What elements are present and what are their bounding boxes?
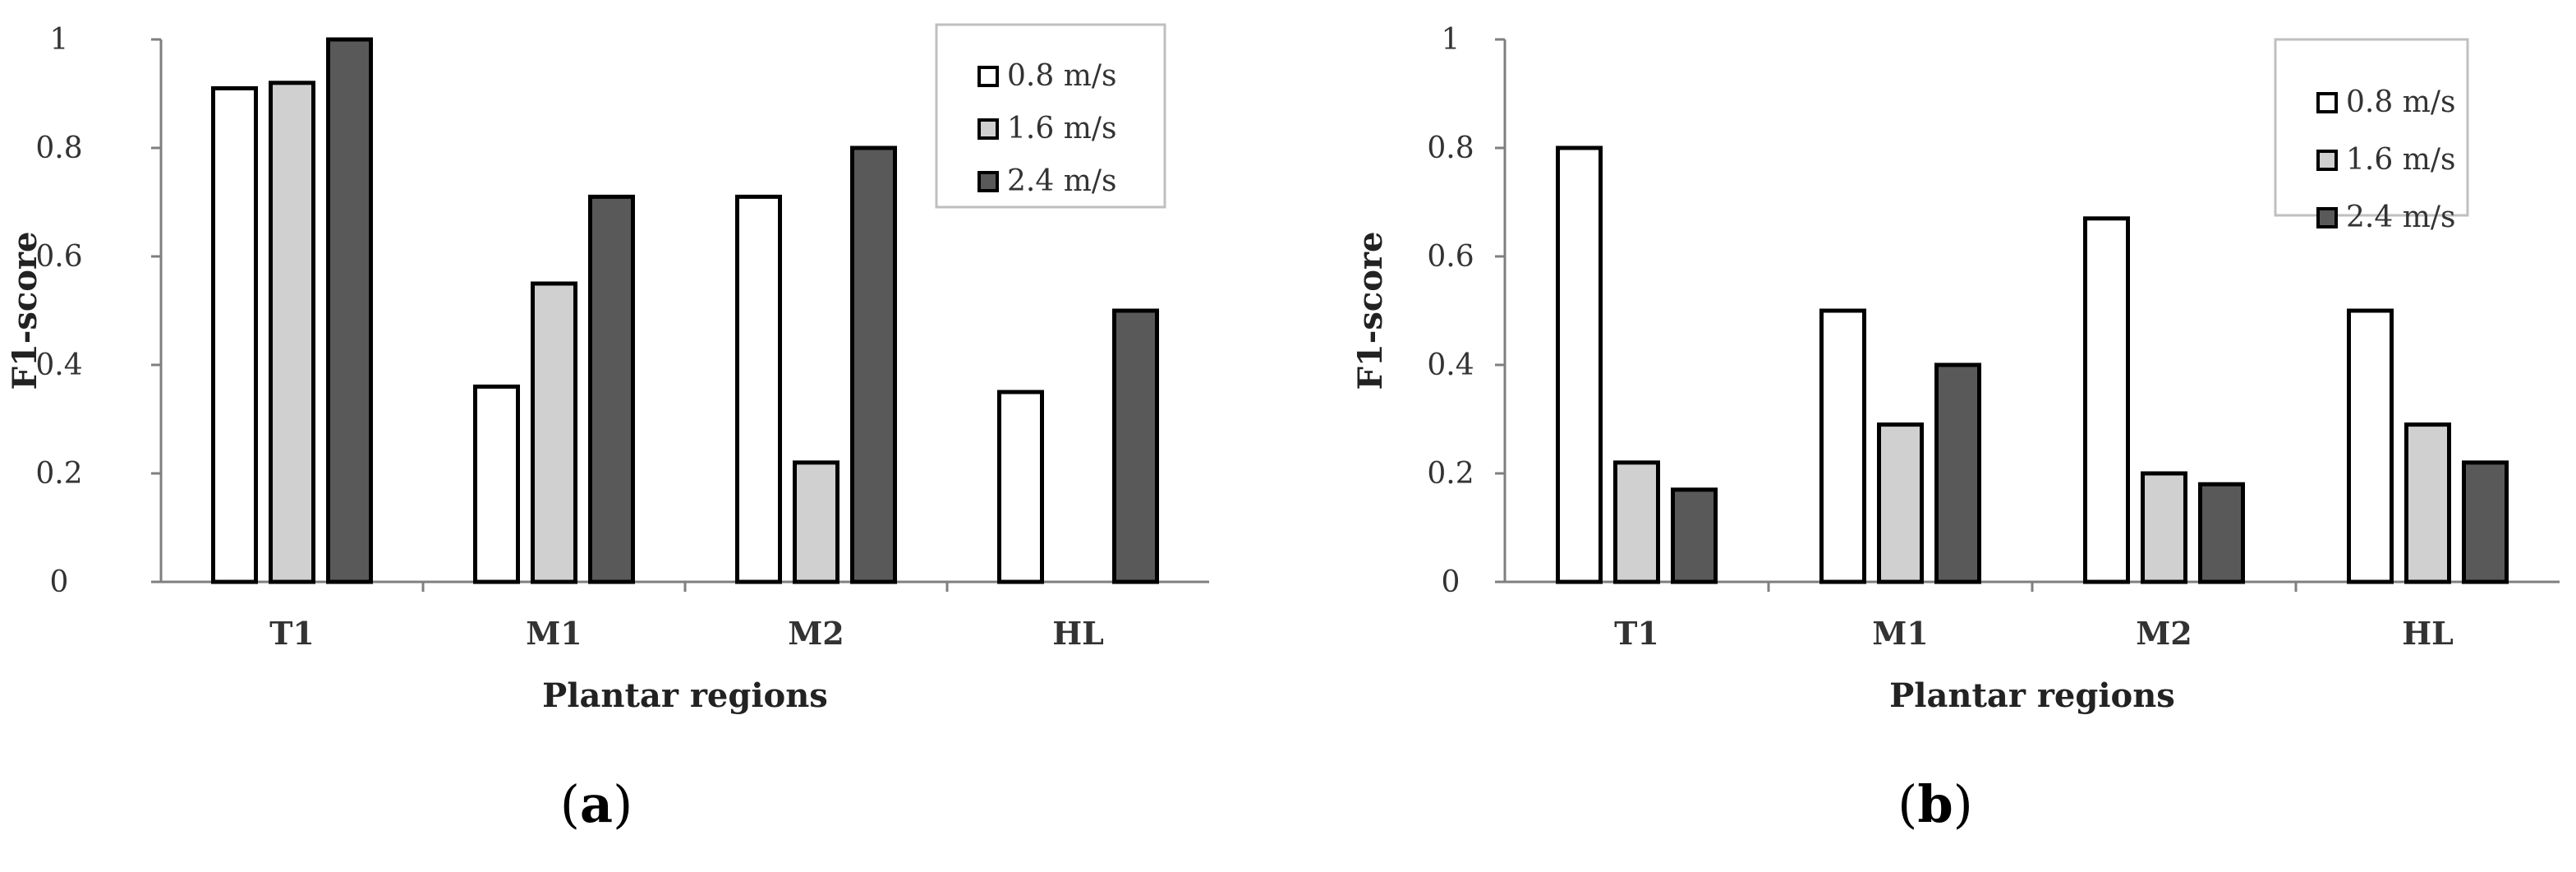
panel-caption: (b) [1898, 774, 1973, 834]
y-tick-label: 0.8 [1427, 131, 1474, 165]
bar-hl-16 [2404, 422, 2451, 584]
x-category-label: M1 [1872, 615, 1929, 652]
caption-open-paren: ( [1898, 774, 1917, 834]
bar-m2-16 [793, 460, 840, 584]
y-tick-label: 0.6 [35, 240, 82, 274]
y-tick-label: 1 [1442, 23, 1460, 57]
x-category-label: M2 [2136, 615, 2192, 652]
bar-hl-08 [2347, 308, 2394, 584]
legend-label: 2.4 m/s [1007, 164, 1116, 198]
bar-t1-16 [1613, 460, 1660, 584]
y-tick-label: 0.6 [1427, 240, 1474, 274]
y-axis-title: F1-score [1351, 232, 1390, 390]
caption-close-paren: ) [613, 774, 632, 834]
legend: 0.8 m/s 1.6 m/s 2.4 m/s [2274, 38, 2469, 234]
bar-t1-08 [1556, 145, 1603, 584]
legend-swatch [2316, 207, 2338, 228]
legend-label: 1.6 m/s [1007, 112, 1116, 145]
y-axis-title: F1-score [6, 232, 44, 390]
y-tick-label: 0.2 [1427, 457, 1474, 491]
x-category-label: M1 [526, 615, 582, 652]
legend-box [2274, 38, 2469, 217]
bar-m2-24 [2198, 482, 2245, 584]
bar-m1-08 [473, 384, 520, 584]
legend-box [935, 23, 1166, 209]
y-tick-label: 0.4 [35, 348, 82, 382]
bar-m1-16 [1877, 422, 1924, 584]
bar-m2-08 [735, 194, 782, 584]
x-category-label: HL [2402, 615, 2454, 652]
bar-m2-24 [850, 145, 897, 584]
legend-label: 0.8 m/s [2346, 85, 2455, 119]
x-axis-title: Plantar regions [542, 676, 828, 715]
bar-t1-24 [326, 37, 373, 584]
y-tick-label: 0.2 [35, 457, 82, 491]
caption-letter: a [580, 774, 613, 834]
chart-panel-b: 0 0.2 0.4 0.6 0.8 1 F1-score T1 M1 M2 HL Plantar re… [1351, 23, 2560, 834]
legend-label: 2.4 m/s [2346, 201, 2455, 234]
bar-t1-24 [1671, 487, 1718, 584]
y-tick-label: 0.8 [35, 131, 82, 165]
x-category-label: T1 [269, 615, 315, 652]
caption-open-paren: ( [560, 774, 580, 834]
caption-close-paren: ) [1953, 774, 1973, 834]
panel-caption: (a) [560, 774, 633, 834]
x-axis-title: Plantar regions [1889, 676, 2175, 715]
legend-swatch [2316, 150, 2338, 171]
bar-m1-24 [588, 194, 635, 584]
bar-hl-24 [2462, 460, 2509, 584]
x-category-label: HL [1052, 615, 1104, 652]
bar-m1-16 [531, 281, 577, 584]
x-category-label: T1 [1614, 615, 1659, 652]
bar-t1-08 [211, 85, 258, 584]
legend-swatch [2316, 92, 2338, 113]
legend-label: 1.6 m/s [2346, 143, 2455, 177]
caption-letter: b [1917, 774, 1953, 834]
bar-m1-24 [1934, 362, 1981, 584]
bar-m2-08 [2083, 216, 2130, 584]
y-tick-label: 0 [1442, 565, 1460, 599]
legend: 0.8 m/s 1.6 m/s 2.4 m/s [935, 23, 1166, 209]
chart-panel-a: 0 0.2 0.4 0.6 0.8 1 F1-score T1 M1 M2 HL Plantar re… [6, 23, 1209, 834]
legend-label: 0.8 m/s [1007, 59, 1116, 93]
bar-m1-08 [1819, 308, 1866, 584]
bar-t1-16 [269, 81, 315, 584]
y-tick-label: 0 [50, 565, 69, 599]
legend-swatch [978, 171, 999, 192]
bar-m2-16 [2141, 471, 2187, 584]
y-tick-label: 0.4 [1427, 348, 1474, 382]
legend-swatch [978, 66, 999, 87]
x-category-label: M2 [788, 615, 844, 652]
bar-hl-08 [997, 390, 1044, 584]
legend-swatch [978, 118, 999, 140]
bar-hl-24 [1112, 308, 1159, 584]
y-tick-label: 1 [50, 23, 69, 57]
